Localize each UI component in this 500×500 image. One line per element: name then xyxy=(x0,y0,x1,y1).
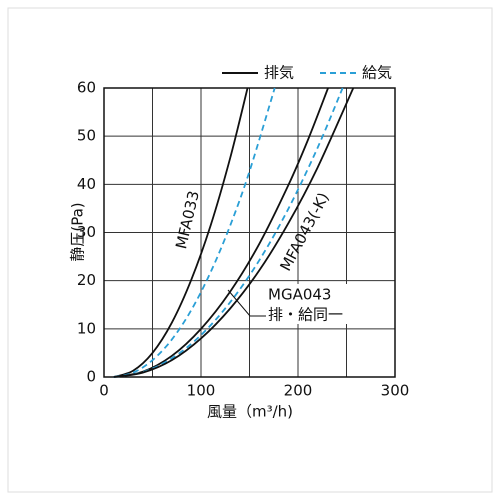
x-tick-label: 300 xyxy=(381,382,410,400)
curve xyxy=(113,87,249,378)
y-tick-label: 10 xyxy=(77,319,96,337)
annotation: MFA033 xyxy=(172,189,203,251)
frame xyxy=(7,7,493,493)
y-tick-label: 50 xyxy=(77,127,96,145)
curve xyxy=(113,87,329,378)
leader-line xyxy=(227,289,266,317)
x-tick-label: 200 xyxy=(284,382,313,400)
annotation: 排・給同一 xyxy=(268,306,343,324)
y-tick-label: 40 xyxy=(77,175,96,193)
y-tick-label: 30 xyxy=(77,223,96,241)
curve xyxy=(113,87,276,378)
y-tick-label: 0 xyxy=(86,368,96,386)
annotation: MFA043(-K) xyxy=(276,190,332,274)
y-tick-label: 20 xyxy=(77,271,96,289)
annotation: MGA043 xyxy=(268,286,331,304)
y-axis-label: 静圧(Pa) xyxy=(69,202,87,261)
x-tick-label: 100 xyxy=(187,382,216,400)
y-tick-label: 60 xyxy=(77,79,96,97)
x-tick-label: 0 xyxy=(99,382,109,400)
x-axis-label: 風量（m³/h) xyxy=(207,403,293,421)
curve xyxy=(113,87,344,378)
annotation-bg xyxy=(262,284,354,324)
legend-label: 給気 xyxy=(362,64,392,82)
legend-label: 排気 xyxy=(264,64,294,82)
plot-frame xyxy=(103,87,396,378)
curve xyxy=(113,87,355,378)
